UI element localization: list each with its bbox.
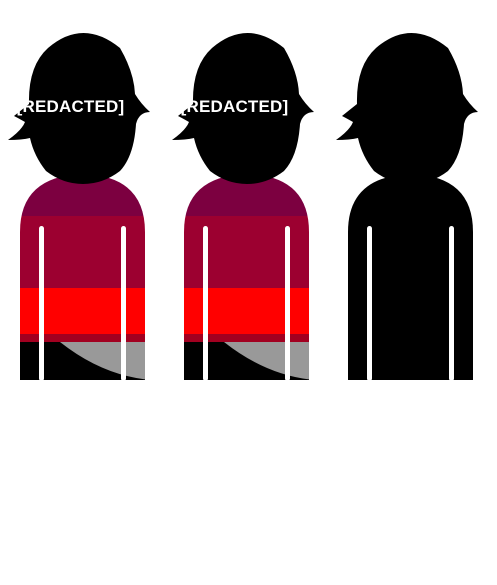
striped-torso — [20, 174, 145, 380]
person-silhouette-icon — [172, 33, 314, 381]
figure-1: [REDACTED] — [8, 26, 151, 381]
arm-gap-left — [367, 226, 372, 381]
figure-3 — [336, 26, 479, 381]
person-silhouette-icon — [336, 33, 478, 381]
head-hair — [336, 33, 478, 184]
arm-gap-right — [449, 226, 454, 381]
head-hair — [172, 33, 314, 184]
arm-gap-left — [39, 226, 44, 381]
figure-2: [REDACTED] — [172, 26, 315, 381]
striped-torso — [184, 174, 309, 380]
redacted-name-label: [REDACTED] — [180, 97, 289, 116]
arm-gap-left — [203, 226, 208, 381]
torso — [348, 174, 473, 380]
arm-gap-right — [121, 226, 126, 381]
arm-gap-right — [285, 226, 290, 381]
head-hair — [8, 33, 150, 184]
person-silhouette-icon — [8, 33, 150, 381]
redacted-name-label: [REDACTED] — [16, 97, 125, 116]
